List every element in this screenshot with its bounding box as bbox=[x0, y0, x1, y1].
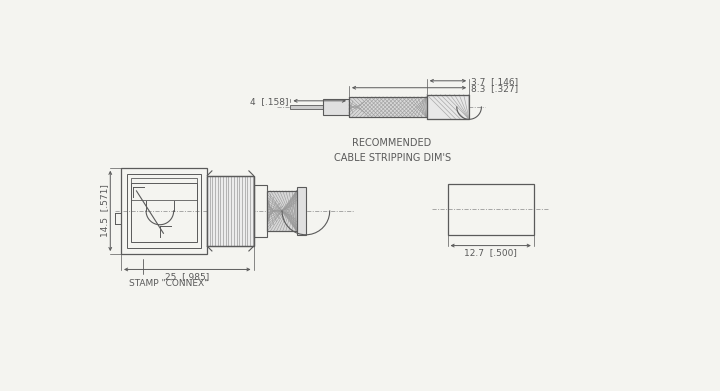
Bar bbox=[121, 168, 207, 254]
Bar bbox=[207, 176, 253, 246]
Bar bbox=[127, 174, 201, 248]
Bar bbox=[448, 184, 534, 235]
Bar bbox=[207, 176, 253, 246]
Bar bbox=[297, 187, 306, 235]
Bar bbox=[131, 178, 197, 200]
Bar bbox=[131, 183, 197, 242]
Bar bbox=[267, 191, 297, 231]
Bar bbox=[349, 97, 427, 117]
Bar bbox=[349, 97, 427, 117]
Bar bbox=[427, 95, 469, 119]
Bar bbox=[349, 97, 427, 117]
Text: 8.3  [.327]: 8.3 [.327] bbox=[472, 84, 518, 93]
Text: STAMP "CONNEX": STAMP "CONNEX" bbox=[129, 259, 208, 289]
Text: 3.7  [.146]: 3.7 [.146] bbox=[472, 77, 518, 86]
Text: RECOMMENDED
CABLE STRIPPING DIM'S: RECOMMENDED CABLE STRIPPING DIM'S bbox=[333, 138, 451, 163]
Bar bbox=[323, 99, 349, 115]
Text: 25  [.985]: 25 [.985] bbox=[165, 272, 210, 281]
Text: 14.5  [.571]: 14.5 [.571] bbox=[100, 185, 109, 237]
Text: 4  [.158]: 4 [.158] bbox=[250, 97, 288, 106]
Bar bbox=[253, 185, 267, 237]
Bar bbox=[427, 95, 469, 119]
Text: 12.7  [.500]: 12.7 [.500] bbox=[464, 248, 517, 257]
Bar bbox=[290, 106, 323, 109]
Bar bbox=[267, 191, 297, 231]
